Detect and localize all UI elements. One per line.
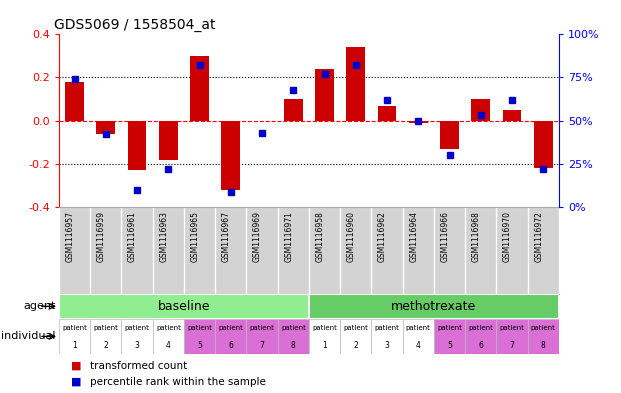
Text: patient: patient [62, 325, 87, 331]
Bar [502, 110, 522, 121]
Bar [128, 121, 147, 171]
Text: 5: 5 [447, 341, 452, 349]
Text: 8: 8 [291, 341, 296, 349]
Text: 8: 8 [541, 341, 546, 349]
Text: patient: patient [281, 325, 306, 331]
Bar [190, 56, 209, 121]
Text: agent: agent [24, 301, 56, 311]
Text: GDS5069 / 1558504_at: GDS5069 / 1558504_at [54, 18, 215, 32]
Bar [496, 319, 528, 354]
Text: patient: patient [531, 325, 556, 331]
Text: GSM1116960: GSM1116960 [347, 211, 356, 263]
Text: percentile rank within the sample: percentile rank within the sample [90, 377, 266, 387]
Text: GSM1116957: GSM1116957 [66, 211, 75, 263]
Bar [96, 121, 116, 134]
Text: GSM1116964: GSM1116964 [409, 211, 419, 263]
Bar [309, 294, 559, 319]
Bar [65, 82, 84, 121]
Text: patient: patient [156, 325, 181, 331]
Bar [528, 319, 559, 354]
Text: 2: 2 [104, 341, 108, 349]
Text: 6: 6 [229, 341, 233, 349]
Text: patient: patient [187, 325, 212, 331]
Text: individual: individual [1, 331, 56, 342]
Text: 1: 1 [322, 341, 327, 349]
Text: patient: patient [343, 325, 368, 331]
Text: patient: patient [406, 325, 431, 331]
Bar [309, 319, 340, 354]
Text: patient: patient [312, 325, 337, 331]
Bar [534, 121, 553, 168]
Bar [59, 294, 309, 319]
Bar [284, 99, 302, 121]
Text: GSM1116962: GSM1116962 [378, 211, 387, 262]
Text: 6: 6 [478, 341, 483, 349]
Text: baseline: baseline [158, 300, 211, 313]
Bar [371, 319, 402, 354]
Text: GSM1116958: GSM1116958 [315, 211, 325, 262]
Bar [215, 319, 247, 354]
Text: GSM1116970: GSM1116970 [503, 211, 512, 263]
Text: patient: patient [437, 325, 462, 331]
Text: 4: 4 [416, 341, 421, 349]
Text: GSM1116971: GSM1116971 [284, 211, 293, 262]
Text: GSM1116969: GSM1116969 [253, 211, 262, 263]
Bar [402, 319, 434, 354]
Bar [59, 319, 90, 354]
Bar [122, 319, 153, 354]
Text: ■: ■ [71, 361, 82, 371]
Text: patient: patient [468, 325, 493, 331]
Bar [159, 121, 178, 160]
Text: 3: 3 [384, 341, 389, 349]
Text: GSM1116963: GSM1116963 [160, 211, 168, 263]
Text: transformed count: transformed count [90, 361, 188, 371]
Text: patient: patient [219, 325, 243, 331]
Text: patient: patient [250, 325, 274, 331]
Text: patient: patient [500, 325, 525, 331]
Text: patient: patient [93, 325, 118, 331]
Text: GSM1116972: GSM1116972 [534, 211, 543, 262]
Text: 3: 3 [135, 341, 140, 349]
Bar [440, 121, 459, 149]
Bar [378, 105, 396, 121]
Text: patient: patient [125, 325, 150, 331]
Text: GSM1116959: GSM1116959 [97, 211, 106, 263]
Bar [90, 319, 122, 354]
Text: methotrexate: methotrexate [391, 300, 476, 313]
Bar [347, 47, 365, 121]
Text: GSM1116966: GSM1116966 [440, 211, 450, 263]
Text: ■: ■ [71, 377, 82, 387]
Bar [471, 99, 490, 121]
Bar [315, 69, 334, 121]
Text: GSM1116967: GSM1116967 [222, 211, 231, 263]
Text: 4: 4 [166, 341, 171, 349]
Bar [434, 319, 465, 354]
Text: 1: 1 [72, 341, 77, 349]
Bar [278, 319, 309, 354]
Bar [340, 319, 371, 354]
Bar [153, 319, 184, 354]
Bar [247, 319, 278, 354]
Bar [465, 319, 496, 354]
Text: 5: 5 [197, 341, 202, 349]
Bar [409, 121, 428, 123]
Bar [184, 319, 215, 354]
Text: 2: 2 [353, 341, 358, 349]
Text: GSM1116961: GSM1116961 [128, 211, 137, 262]
Bar [222, 121, 240, 190]
Text: GSM1116968: GSM1116968 [472, 211, 481, 262]
Text: patient: patient [374, 325, 399, 331]
Text: 7: 7 [510, 341, 514, 349]
Text: 7: 7 [260, 341, 265, 349]
Text: GSM1116965: GSM1116965 [191, 211, 199, 263]
